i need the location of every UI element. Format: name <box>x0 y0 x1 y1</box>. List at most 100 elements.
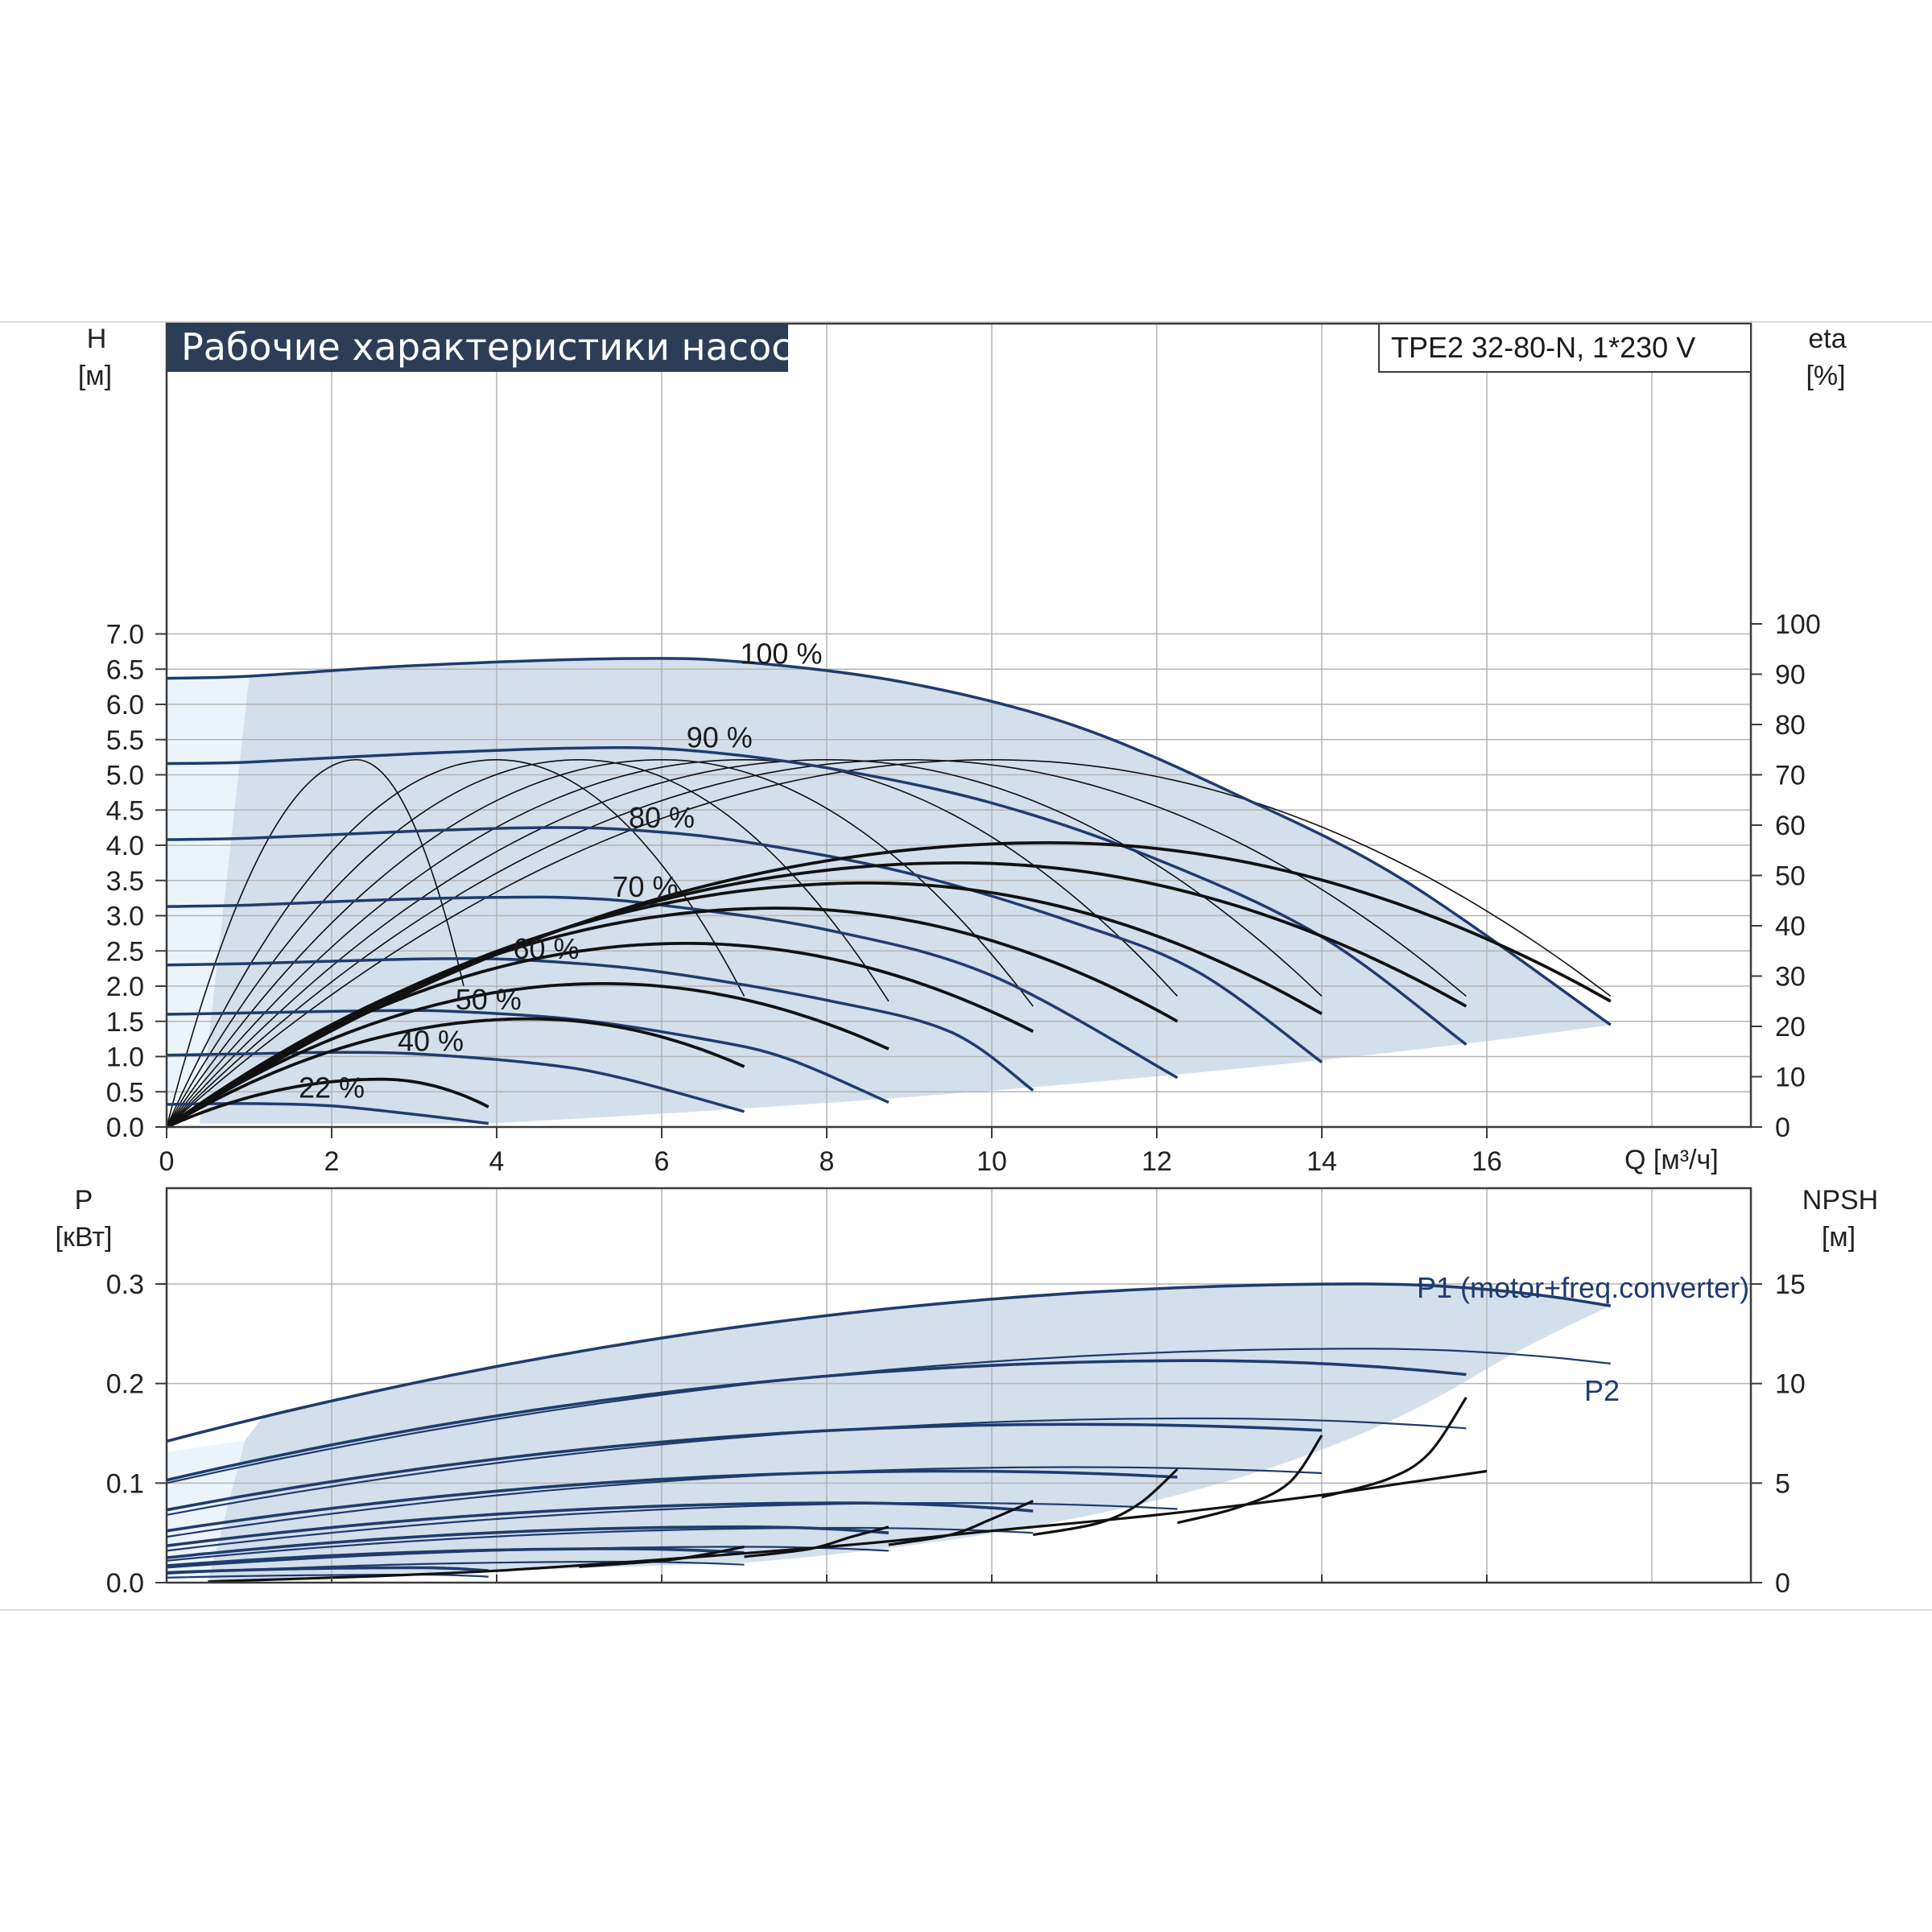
head-area-light <box>167 677 250 1106</box>
p1-curve <box>166 1525 890 1559</box>
head-axis-unit: [м] <box>78 361 112 391</box>
head-tick-label: 3.5 <box>106 866 144 897</box>
head-curves <box>166 657 1612 1125</box>
efficiency-curve <box>165 941 1034 1129</box>
head-tick-label: 5.0 <box>106 761 144 791</box>
power-area-fill <box>208 1283 1611 1581</box>
p2-curve <box>166 1348 1611 1484</box>
head-tick-label: 1.0 <box>106 1042 144 1073</box>
pump-model: TPE2 32-80-N, 1*230 V <box>1391 331 1695 364</box>
head-tick-label: 0.5 <box>106 1077 144 1108</box>
eta-tick-label: 0 <box>1775 1113 1790 1143</box>
head-tick-label: 6.5 <box>106 654 144 685</box>
eta-tick-label: 100 <box>1775 609 1821 640</box>
head-tick-label: 0.0 <box>106 1113 144 1143</box>
power-grid <box>167 1188 1751 1583</box>
p2-curve <box>166 1502 1178 1552</box>
eta-tick-label: 20 <box>1775 1012 1806 1042</box>
chart-title: Рабочие характеристики насоса <box>181 325 815 369</box>
flow-tick-label: 2 <box>324 1146 340 1177</box>
speed-label: 50 % <box>456 983 522 1016</box>
eta-axis-label: eta <box>1808 324 1846 354</box>
head-tick-label: 4.0 <box>106 831 144 861</box>
power-tick-label: 0.0 <box>106 1568 144 1599</box>
efficiency-curve <box>166 1017 745 1129</box>
p2-label: P2 <box>1584 1374 1620 1407</box>
head-curve <box>166 1051 745 1113</box>
flow-tick-label: 16 <box>1472 1146 1502 1177</box>
efficiency-curve <box>165 906 1179 1129</box>
head-efficiency-plot: 0 2 4 6 8 10 12 14 16 0.0 0.5 1.0 1.5 2.0 2.5 3.0 3.5 4.0… <box>78 322 1847 1177</box>
flow-tick-label: 6 <box>654 1146 670 1177</box>
efficiency-thin-curve <box>166 758 890 1128</box>
p1-curve <box>166 1282 1612 1443</box>
efficiency-curve <box>166 1077 489 1129</box>
npsh-curve <box>579 1545 745 1568</box>
npsh-axis-unit: [м] <box>1822 1222 1856 1253</box>
speed-labels: 100 % 90 % 80 % 70 % 60 % 50 % 40 % 22 % <box>299 637 822 1104</box>
efficiency-thin-curve <box>166 758 464 1128</box>
efficiency-thin-curve <box>166 758 745 1128</box>
eta-tick-label: 90 <box>1775 660 1806 691</box>
head-tick-label: 5.5 <box>106 725 144 756</box>
efficiency-curve <box>165 981 890 1129</box>
power-tick-label: 0.1 <box>106 1468 144 1499</box>
head-curve <box>166 745 1468 1046</box>
npsh-curve <box>888 1500 1034 1546</box>
power-axis-unit: [кВт] <box>56 1222 113 1253</box>
npsh-tick-label: 15 <box>1775 1269 1806 1300</box>
p1-curve <box>166 1469 1178 1533</box>
efficiency-curve <box>165 840 1612 1129</box>
p1-curve <box>166 1566 489 1575</box>
head-curve <box>166 895 1179 1080</box>
p1-curves <box>166 1282 1612 1575</box>
speed-label: 80 % <box>629 801 695 834</box>
head-axis-ticks: 0 2 4 6 8 10 12 14 16 0.0 0.5 1.0 1.5 2.0 2.5 3.0 3.5 4.0… <box>106 609 1821 1177</box>
npsh-tick-label: 5 <box>1775 1468 1790 1499</box>
npsh-curve <box>744 1525 890 1558</box>
eta-tick-label: 50 <box>1775 861 1806 892</box>
speed-label: 90 % <box>687 720 753 753</box>
speed-label: 60 % <box>514 932 580 965</box>
npsh-axis-label: NPSH <box>1802 1185 1878 1216</box>
flow-tick-label: 14 <box>1307 1146 1337 1177</box>
npsh-curve <box>1177 1435 1323 1525</box>
npsh-curve <box>1033 1468 1179 1537</box>
head-tick-label: 4.5 <box>106 795 144 826</box>
p1-curve <box>166 1422 1323 1512</box>
eta-axis-unit: [%] <box>1806 361 1845 391</box>
efficiency-curves <box>165 840 1612 1129</box>
efficiency-thin-curve <box>166 758 1179 1128</box>
model-box <box>1378 323 1752 373</box>
eta-tick-label: 10 <box>1775 1063 1806 1093</box>
p1-curve <box>166 1547 745 1567</box>
head-tick-label: 2.0 <box>106 972 144 1002</box>
npsh-curves <box>208 1397 1488 1583</box>
flow-tick-label: 0 <box>159 1146 175 1177</box>
eta-tick-label: 70 <box>1775 761 1806 791</box>
power-npsh-plot: 0.0 0.1 0.2 0.3 0 5 10 15 P [кВт] NPSH [м] P1 (… <box>56 1185 1879 1599</box>
head-axis-label: H <box>87 324 107 354</box>
npsh-curve <box>208 1469 1488 1583</box>
title-background <box>167 324 788 372</box>
p1-curve <box>166 1501 1034 1547</box>
eta-tick-label: 60 <box>1775 811 1806 841</box>
npsh-tick-label: 0 <box>1775 1568 1790 1599</box>
head-curve <box>166 1009 890 1104</box>
flow-tick-label: 10 <box>976 1146 1007 1177</box>
eta-tick-label: 30 <box>1775 962 1806 993</box>
npsh-curve <box>1321 1397 1468 1499</box>
p1-label: P1 (motor+freq.converter) <box>1417 1271 1749 1304</box>
head-tick-label: 2.5 <box>106 936 144 967</box>
flow-axis-label: Q [м³/ч] <box>1624 1145 1719 1175</box>
flow-tick-label: 12 <box>1141 1146 1172 1177</box>
speed-label: 100 % <box>740 637 822 670</box>
efficiency-thin-curve <box>166 758 1612 1128</box>
head-tick-label: 3.0 <box>106 902 144 932</box>
speed-label: 70 % <box>613 870 679 903</box>
power-axis-label: P <box>75 1185 93 1216</box>
head-tick-label: 6.0 <box>106 690 144 720</box>
head-curve <box>166 657 1612 1026</box>
power-operating-area <box>167 1283 1611 1581</box>
